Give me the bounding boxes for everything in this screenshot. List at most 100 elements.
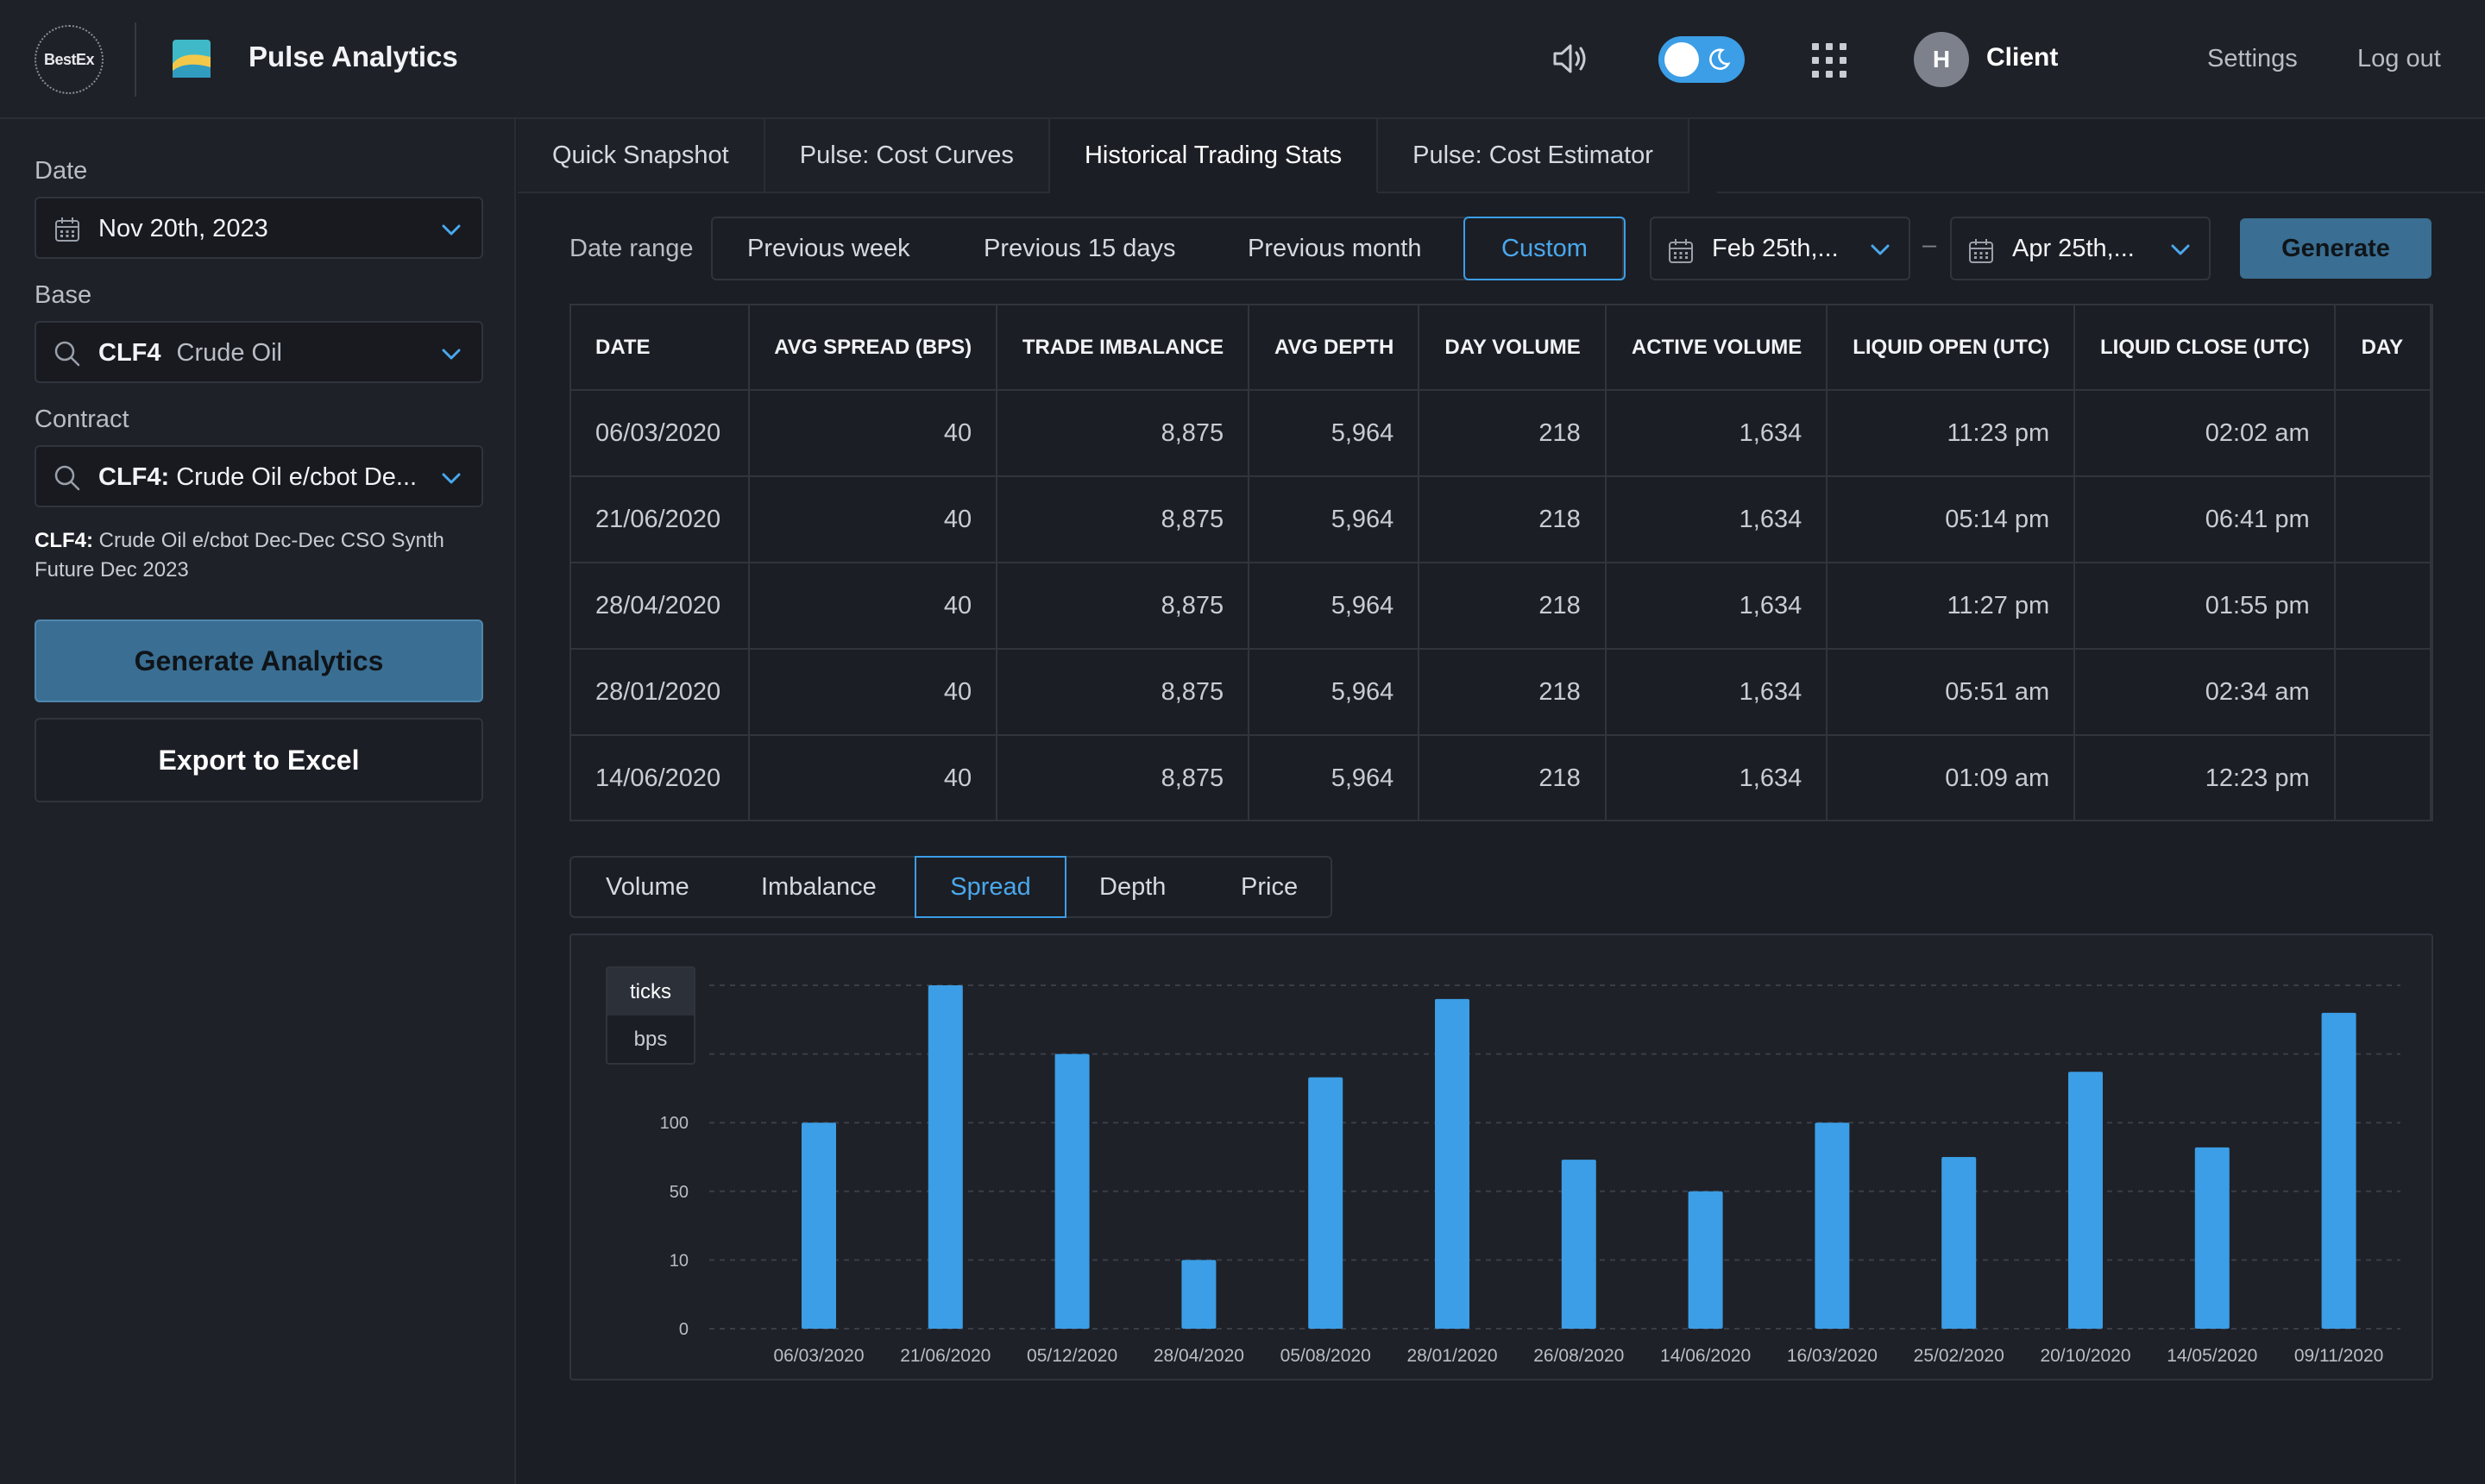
tab-historical-trading-stats[interactable]: Historical Trading Stats bbox=[1049, 119, 1379, 193]
chart-metric-tabs: Volume Imbalance Spread Depth Price bbox=[569, 856, 1332, 918]
column-header[interactable]: DAY VOLUME bbox=[1419, 305, 1607, 391]
chart-tab-volume[interactable]: Volume bbox=[606, 872, 689, 901]
avatar[interactable]: H bbox=[1914, 32, 1969, 87]
logout-link[interactable]: Log out bbox=[2357, 45, 2441, 72]
base-select[interactable]: CLF4 Crude Oil bbox=[35, 321, 483, 383]
contract-select[interactable]: CLF4: Crude Oil e/cbot De... bbox=[35, 445, 483, 507]
cell-liquid-open: 11:27 pm bbox=[1827, 563, 2076, 650]
cell-day bbox=[2334, 476, 2432, 563]
chart-tab-price[interactable]: Price bbox=[1241, 872, 1299, 901]
calendar-icon bbox=[1669, 239, 1693, 263]
chart-tab-spread[interactable]: Spread bbox=[915, 856, 1066, 918]
cell-liquid-close: 02:34 am bbox=[2074, 649, 2336, 736]
unit-bps-option[interactable]: bps bbox=[633, 1027, 668, 1051]
bar-chart-svg: 0105010015020006/03/202021/06/202005/12/… bbox=[660, 977, 2400, 1366]
x-tick-label: 06/03/2020 bbox=[773, 1346, 864, 1366]
chart-bar bbox=[2194, 1147, 2230, 1329]
cell-liquid-open: 11:23 pm bbox=[1827, 390, 2076, 477]
x-tick-label: 21/06/2020 bbox=[900, 1346, 991, 1366]
x-tick-label: 09/11/2020 bbox=[2294, 1346, 2384, 1366]
cell-day-volume: 218 bbox=[1419, 390, 1607, 477]
chart-tab-imbalance[interactable]: Imbalance bbox=[761, 872, 877, 901]
column-header[interactable]: LIQUID CLOSE (UTC) bbox=[2074, 305, 2336, 391]
column-header[interactable]: ACTIVE VOLUME bbox=[1605, 305, 1828, 391]
cell-avg-spread: 40 bbox=[749, 563, 998, 650]
cell-liquid-open: 05:51 am bbox=[1827, 649, 2076, 736]
option-previous-week[interactable]: Previous week bbox=[747, 234, 910, 262]
chevron-down-icon bbox=[442, 349, 461, 360]
apps-grid-icon[interactable] bbox=[1810, 41, 1848, 79]
y-tick-label: 0 bbox=[679, 1320, 689, 1339]
column-header[interactable]: DATE bbox=[571, 305, 750, 391]
chevron-down-icon bbox=[2171, 244, 2190, 255]
search-icon bbox=[54, 465, 80, 491]
table-row[interactable]: 28/01/2020 40 8,875 5,964 218 1,634 05:51 am 02… bbox=[571, 649, 2432, 736]
chevron-down-icon bbox=[1871, 244, 1890, 255]
cell-date: 14/06/2020 bbox=[571, 735, 750, 820]
bestex-logo: BestEx bbox=[35, 25, 104, 94]
tab-quick-snapshot[interactable]: Quick Snapshot bbox=[518, 119, 765, 193]
generate-button[interactable]: Generate bbox=[2240, 218, 2432, 279]
x-tick-label: 28/04/2020 bbox=[1154, 1346, 1244, 1366]
main-tabs: Quick Snapshot Pulse: Cost Curves Histor… bbox=[518, 119, 1689, 193]
y-tick-label: 50 bbox=[670, 1183, 689, 1202]
tab-cost-estimator[interactable]: Pulse: Cost Estimator bbox=[1378, 119, 1689, 193]
contract-desc-code: CLF4: bbox=[35, 529, 93, 552]
contract-description: CLF4: Crude Oil e/cbot Dec-Dec CSO Synth… bbox=[35, 526, 500, 585]
toggle-knob bbox=[1664, 42, 1699, 77]
table-row[interactable]: 21/06/2020 40 8,875 5,964 218 1,634 05:14 pm 06… bbox=[571, 476, 2432, 563]
chart-bar bbox=[1941, 1157, 1977, 1329]
column-header[interactable]: AVG DEPTH bbox=[1249, 305, 1420, 391]
theme-toggle[interactable] bbox=[1658, 36, 1745, 83]
unit-toggle: ticks bps bbox=[606, 966, 695, 1065]
column-header[interactable]: LIQUID OPEN (UTC) bbox=[1827, 305, 2076, 391]
table-row[interactable]: 28/04/2020 40 8,875 5,964 218 1,634 11:27 pm 01… bbox=[571, 563, 2432, 650]
generate-analytics-button[interactable]: Generate Analytics bbox=[35, 619, 483, 702]
y-tick-label: 100 bbox=[660, 1114, 689, 1133]
tab-cost-curves[interactable]: Pulse: Cost Curves bbox=[764, 119, 1050, 193]
chevron-down-icon bbox=[442, 473, 461, 484]
chevron-down-icon bbox=[442, 224, 461, 236]
table-row[interactable]: 06/03/2020 40 8,875 5,964 218 1,634 11:23 pm 02… bbox=[571, 390, 2432, 477]
chart-tab-depth[interactable]: Depth bbox=[1099, 872, 1167, 901]
date-to-picker[interactable]: Apr 25th,... bbox=[1950, 217, 2211, 280]
cell-liquid-open: 05:14 pm bbox=[1827, 476, 2076, 563]
option-previous-15-days[interactable]: Previous 15 days bbox=[984, 234, 1176, 262]
trading-stats-table: DATE AVG SPREAD (BPS) TRADE IMBALANCE AV… bbox=[569, 304, 2433, 821]
x-tick-label: 26/08/2020 bbox=[1533, 1346, 1624, 1366]
x-tick-label: 20/10/2020 bbox=[2040, 1346, 2130, 1366]
cell-active-volume: 1,634 bbox=[1605, 390, 1828, 477]
export-excel-button[interactable]: Export to Excel bbox=[35, 718, 483, 802]
cell-trade-imbalance: 8,875 bbox=[997, 390, 1250, 477]
app-title: Pulse Analytics bbox=[248, 41, 458, 72]
speaker-icon[interactable] bbox=[1551, 41, 1589, 76]
calendar-icon bbox=[1969, 239, 1993, 263]
chart-bar bbox=[1181, 1260, 1217, 1329]
option-custom[interactable]: Custom bbox=[1463, 217, 1626, 280]
cell-trade-imbalance: 8,875 bbox=[997, 476, 1250, 563]
chart-bar bbox=[1688, 1191, 1723, 1329]
cell-active-volume: 1,634 bbox=[1605, 476, 1828, 563]
x-tick-label: 28/01/2020 bbox=[1406, 1346, 1497, 1366]
cell-avg-depth: 5,964 bbox=[1249, 476, 1420, 563]
option-previous-month[interactable]: Previous month bbox=[1248, 234, 1422, 262]
x-tick-label: 25/02/2020 bbox=[1914, 1346, 2004, 1366]
date-separator: – bbox=[1922, 231, 1937, 259]
column-header[interactable]: DAY bbox=[2334, 305, 2432, 391]
settings-link[interactable]: Settings bbox=[2207, 45, 2298, 72]
tabs-underline bbox=[1717, 192, 2485, 193]
chart-bar bbox=[2321, 1012, 2356, 1329]
column-header[interactable]: TRADE IMBALANCE bbox=[997, 305, 1250, 391]
date-select[interactable]: Nov 20th, 2023 bbox=[35, 197, 483, 259]
cell-trade-imbalance: 8,875 bbox=[997, 735, 1250, 820]
x-tick-label: 05/12/2020 bbox=[1027, 1346, 1117, 1366]
date-from-picker[interactable]: Feb 25th,... bbox=[1650, 217, 1910, 280]
unit-ticks-option[interactable]: ticks bbox=[607, 968, 694, 1016]
table-row[interactable]: 14/06/2020 40 8,875 5,964 218 1,634 01:09 am 12… bbox=[571, 735, 2432, 820]
cell-avg-spread: 40 bbox=[749, 735, 998, 820]
column-header[interactable]: AVG SPREAD (BPS) bbox=[749, 305, 998, 391]
user-name[interactable]: Client bbox=[1986, 43, 2059, 72]
chart-bar bbox=[1815, 1122, 1850, 1329]
date-value: Nov 20th, 2023 bbox=[98, 215, 268, 242]
chart-bar bbox=[802, 1122, 836, 1329]
